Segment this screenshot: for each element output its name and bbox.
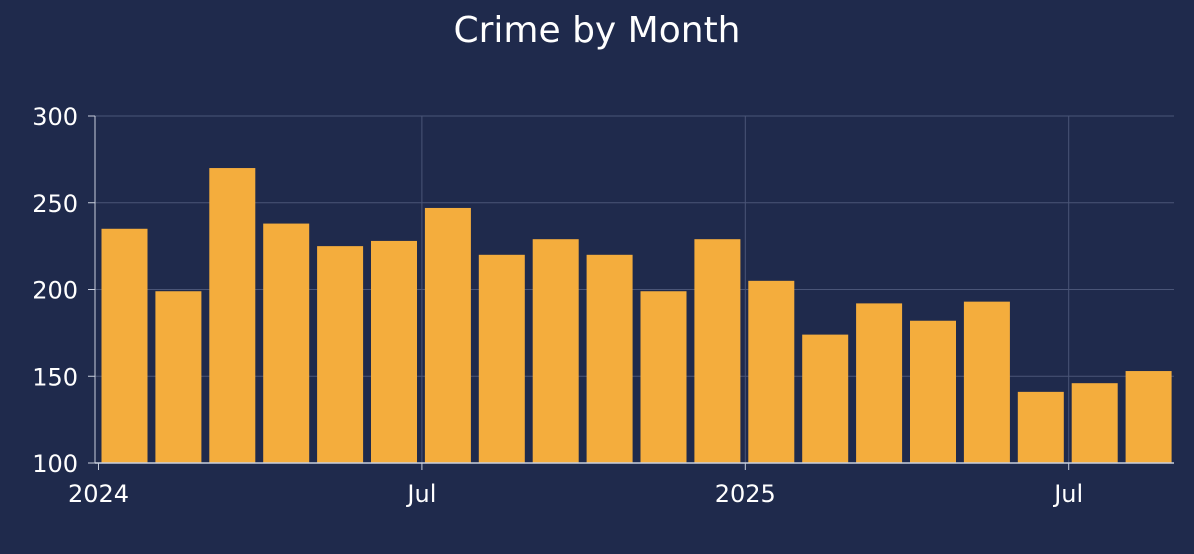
tick-labels: 100 150 200 250 300 2024 Jul 2025 Jul — [32, 103, 1083, 508]
bars — [101, 168, 1172, 464]
y-tick-label: 300 — [32, 103, 78, 131]
y-tick-label: 250 — [32, 190, 78, 218]
axes — [88, 115, 1174, 470]
y-tick-label: 100 — [32, 450, 78, 478]
y-tick-label: 150 — [32, 363, 78, 391]
bar — [748, 280, 795, 463]
bar — [640, 291, 687, 463]
x-tick-label: Jul — [405, 480, 436, 508]
y-tick-label: 200 — [32, 277, 78, 305]
grid-lines — [95, 115, 1174, 463]
bar — [963, 301, 1010, 463]
bar — [586, 254, 633, 463]
bar — [910, 320, 956, 463]
x-tick-label: 2025 — [715, 480, 776, 508]
bar — [1071, 383, 1118, 463]
x-tick-label: Jul — [1052, 480, 1083, 508]
chart-title: Crime by Month — [453, 10, 741, 51]
bar — [532, 239, 579, 463]
bar — [209, 168, 256, 464]
bar — [694, 239, 741, 463]
bar — [155, 291, 202, 463]
bar — [371, 240, 417, 463]
bar — [317, 246, 364, 463]
bar — [802, 334, 849, 463]
bar — [263, 223, 310, 463]
bar — [856, 303, 903, 463]
bar — [478, 254, 525, 463]
bar — [424, 207, 471, 463]
bar — [1125, 371, 1172, 463]
x-tick-label: 2024 — [68, 480, 129, 508]
bar — [101, 228, 148, 463]
bar — [1017, 391, 1064, 463]
